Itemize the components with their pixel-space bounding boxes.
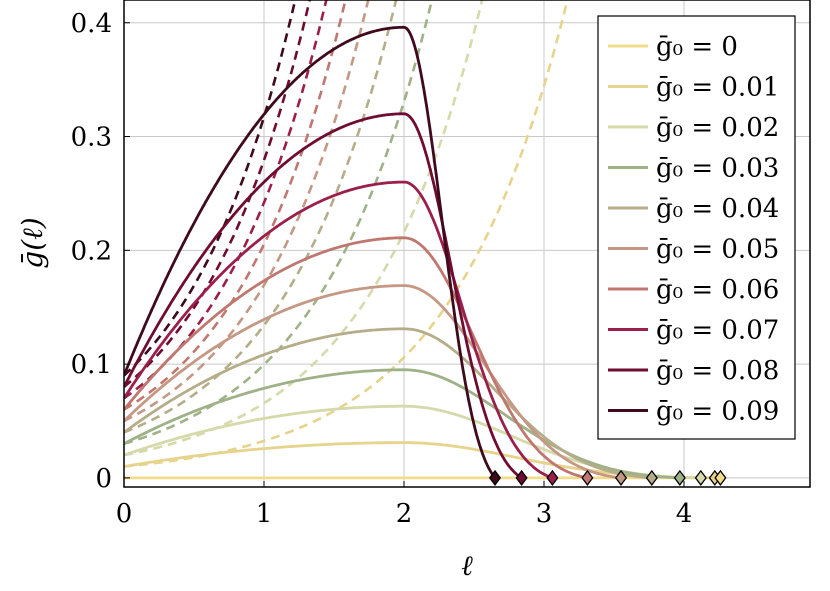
series-line — [124, 180, 553, 480]
y-tick-label: 0 — [95, 464, 112, 494]
y-axis-label: ḡ(ℓ) — [16, 217, 49, 268]
end-point-marker — [694, 469, 707, 486]
end-point-marker — [488, 469, 502, 486]
series-dashed-line — [124, 0, 398, 434]
series-dashed-line — [124, 0, 370, 423]
legend-label: ḡ₀ = 0.08 — [656, 356, 779, 386]
plot-area — [124, 0, 721, 480]
series-dashed-line — [124, 0, 347, 411]
legend-label: ḡ₀ = 0.04 — [656, 194, 779, 224]
x-tick-label: 4 — [676, 499, 693, 529]
series-line — [124, 112, 523, 480]
end-point-marker — [714, 469, 727, 486]
legend-label: ḡ₀ = 0.09 — [656, 397, 779, 427]
legend-label: ḡ₀ = 0.03 — [656, 154, 779, 184]
x-tick-label: 1 — [256, 499, 273, 529]
series-dashed-line — [124, 0, 434, 446]
end-point-marker — [673, 469, 686, 486]
x-tick-label: 3 — [536, 499, 553, 529]
legend-label: ḡ₀ = 0.01 — [656, 73, 779, 103]
x-axis-label: ℓ — [461, 549, 473, 582]
end-point-marker — [581, 469, 594, 486]
series-line — [124, 284, 622, 480]
series-dashed-line — [124, 0, 312, 388]
y-tick-label: 0.2 — [71, 236, 112, 266]
plot-frame — [123, 0, 811, 488]
x-tick-label: 0 — [116, 499, 133, 529]
series-line — [124, 236, 588, 480]
series-line — [124, 368, 680, 480]
legend-label: ḡ₀ = 0.07 — [656, 316, 779, 346]
series-dashed-line — [124, 0, 569, 468]
axis-ticks: 0 1 2 3 4 0 0.1 0.2 0.3 0.4 — [71, 9, 693, 529]
end-point-marker — [645, 469, 658, 486]
end-markers — [488, 469, 727, 486]
series-line — [124, 25, 497, 479]
y-tick-label: 0.4 — [71, 9, 112, 39]
end-point-marker — [546, 469, 559, 486]
y-tick-label: 0.1 — [71, 350, 112, 380]
series-line — [124, 327, 652, 480]
x-tick-label: 2 — [396, 499, 413, 529]
end-point-marker — [515, 469, 528, 486]
end-point-marker — [614, 469, 628, 486]
y-tick-label: 0.3 — [71, 123, 112, 153]
series-dashed-line — [124, 0, 297, 377]
legend-label: ḡ₀ = 0.05 — [656, 235, 779, 265]
legend: ḡ₀ = 0 ḡ₀ = 0.01 ḡ₀ = 0.02 ḡ₀ = 0.03 ḡ₀ = 0.… — [597, 15, 796, 440]
series-dashed-line — [124, 0, 484, 457]
legend-label: ḡ₀ = 0 — [656, 32, 738, 62]
legend-label: ḡ₀ = 0.02 — [656, 113, 779, 143]
legend-label: ḡ₀ = 0.06 — [656, 275, 779, 305]
